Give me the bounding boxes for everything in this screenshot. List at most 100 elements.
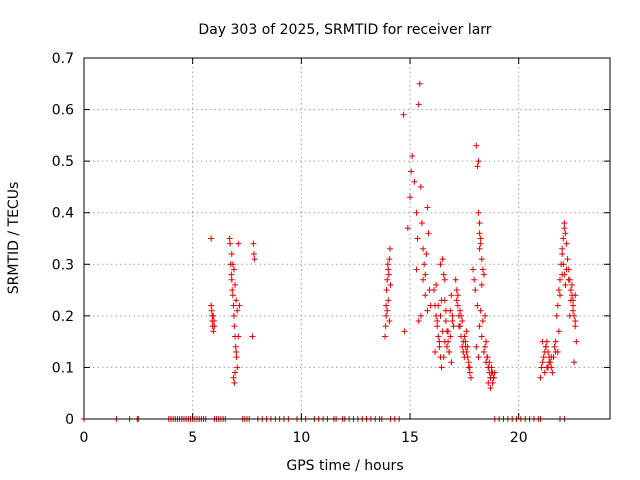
x-tick-label: 15 (401, 430, 419, 446)
data-point (411, 178, 418, 185)
data-point (462, 343, 469, 350)
data-point (249, 333, 256, 340)
data-point (434, 318, 441, 325)
data-point (554, 302, 561, 309)
data-point (570, 297, 577, 304)
data-point (387, 245, 394, 252)
data-point (567, 287, 574, 294)
data-point (470, 266, 477, 273)
data-point (551, 343, 558, 350)
data-point (210, 312, 217, 319)
data-point (449, 318, 456, 325)
data-point (424, 307, 431, 314)
data-point (564, 256, 571, 263)
data-point (461, 333, 468, 340)
data-point (414, 235, 421, 242)
data-point (417, 183, 424, 190)
data-point (454, 302, 461, 309)
y-tick-label: 0 (65, 412, 74, 428)
data-point (464, 354, 471, 361)
data-point (561, 220, 568, 227)
data-point (463, 348, 470, 355)
data-point (562, 281, 569, 288)
data-point (227, 240, 234, 247)
data-point (439, 256, 446, 263)
data-point (478, 281, 485, 288)
data-point (450, 323, 457, 330)
data-point (234, 307, 241, 314)
data-point (418, 220, 425, 227)
data-point (424, 204, 431, 211)
data-point (486, 359, 493, 366)
data-point (422, 271, 429, 278)
data-point (233, 297, 240, 304)
data-point (413, 266, 420, 273)
data-point (487, 385, 494, 392)
data-point (457, 307, 464, 314)
data-point (386, 318, 393, 325)
data-point (477, 235, 484, 242)
data-point (435, 302, 442, 309)
data-point (557, 276, 564, 283)
data-point (425, 230, 432, 237)
data-point (539, 338, 546, 345)
data-point (484, 354, 491, 361)
y-tick-label: 0.6 (52, 103, 74, 119)
data-point (230, 266, 237, 273)
data-point (430, 287, 437, 294)
data-point (465, 359, 472, 366)
data-point (489, 369, 496, 376)
data-point (383, 287, 390, 294)
data-point (458, 312, 465, 319)
data-point (565, 276, 572, 283)
data-point (448, 359, 455, 366)
y-tick-label: 0.5 (52, 154, 74, 170)
data-point (482, 312, 489, 319)
data-point (251, 256, 258, 263)
data-point (441, 276, 448, 283)
x-axis-label: GPS time / hours (286, 458, 403, 474)
data-point (475, 158, 482, 165)
data-point (229, 261, 236, 268)
data-point (449, 312, 456, 319)
data-point (442, 318, 449, 325)
x-tick-label: 10 (292, 430, 310, 446)
data-point (382, 333, 389, 340)
data-point (473, 343, 480, 350)
data-point (474, 302, 481, 309)
data-point (541, 369, 548, 376)
data-point (384, 276, 391, 283)
x-tick-label: 20 (510, 430, 528, 446)
data-point (438, 364, 445, 371)
data-point (436, 338, 443, 345)
data-point (441, 338, 448, 345)
data-point (557, 292, 564, 299)
data-point (483, 338, 490, 345)
data-point (417, 312, 424, 319)
data-point (208, 307, 215, 314)
data-point (572, 318, 579, 325)
data-point (447, 333, 454, 340)
data-point (570, 307, 577, 314)
data-point (549, 369, 556, 376)
data-point (404, 225, 411, 232)
y-tick-label: 0.2 (52, 309, 74, 325)
data-point (387, 281, 394, 288)
data-point (208, 235, 215, 242)
data-point (545, 364, 552, 371)
data-point (554, 348, 561, 355)
data-point (561, 225, 568, 232)
data-point (460, 338, 467, 345)
data-point (385, 266, 392, 273)
data-point (232, 343, 239, 350)
data-point (436, 343, 443, 350)
data-point (443, 343, 450, 350)
data-point (466, 364, 473, 371)
data-point (435, 333, 442, 340)
data-point (385, 297, 392, 304)
data-point (555, 287, 562, 294)
data-point (228, 250, 235, 257)
data-point (250, 240, 257, 247)
data-point (478, 333, 485, 340)
data-point (545, 348, 552, 355)
